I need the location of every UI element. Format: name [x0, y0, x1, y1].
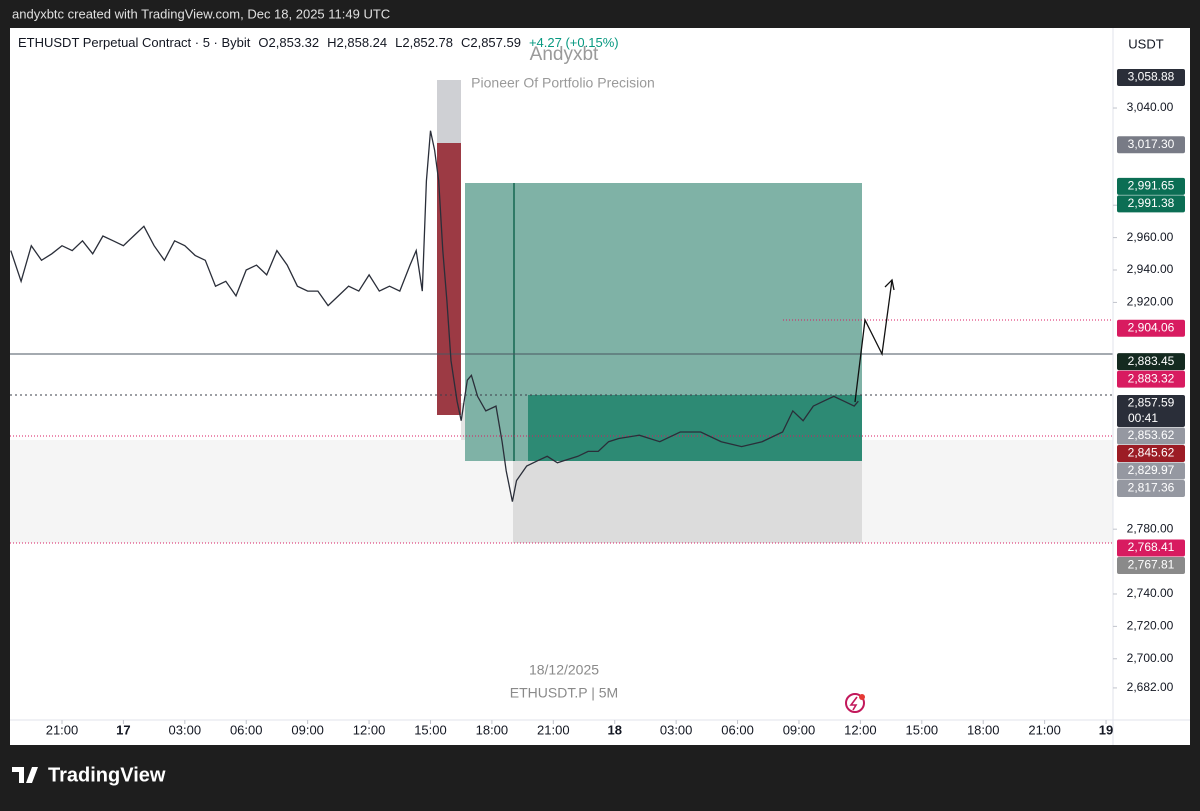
price-badge	[1117, 427, 1185, 445]
short-stop	[437, 143, 461, 415]
countdown: 00:41	[1128, 411, 1158, 425]
y-tick-label: 2,920.00	[1127, 295, 1174, 309]
price-badge-label: 2,853.62	[1128, 428, 1175, 442]
price-badge	[1117, 394, 1185, 427]
price-badge-label: 2,857.59	[1128, 396, 1175, 410]
x-tick-label: 21:00	[537, 722, 570, 737]
price-badge-label: 2,991.65	[1128, 179, 1175, 193]
price-badge-label: 2,845.62	[1128, 446, 1175, 460]
y-tick-label: 2,682.00	[1127, 680, 1174, 694]
y-tick-label: 3,040.00	[1127, 100, 1174, 114]
price-badge-label: 3,017.30	[1128, 137, 1175, 151]
y-tick-label: 2,720.00	[1127, 619, 1174, 633]
price-badge-label: 2,904.06	[1128, 320, 1175, 334]
price-badge	[1117, 444, 1185, 462]
y-tick-label: 2,740.00	[1127, 586, 1174, 600]
x-tick-label: 06:00	[721, 722, 754, 737]
price-badge-label: 2,883.45	[1128, 354, 1175, 368]
price-badge	[1117, 68, 1185, 86]
y-tick-label: 2,940.00	[1127, 262, 1174, 276]
arrow-head	[884, 278, 895, 291]
x-tick-label: 03:00	[169, 722, 202, 737]
alert-icon[interactable]	[845, 693, 865, 713]
x-tick-label: 21:00	[46, 722, 79, 737]
y-tick-label: 2,700.00	[1127, 651, 1174, 665]
currency: USDT	[1128, 36, 1163, 51]
legend-symbol: ETHUSDT Perpetual Contract · 5 · Bybit	[18, 35, 251, 50]
logo-mark	[12, 767, 38, 783]
x-tick-label: 09:00	[783, 722, 816, 737]
price-badge-label: 2,991.38	[1128, 196, 1175, 210]
x-tick-label: 03:00	[660, 722, 693, 737]
legend: ETHUSDT Perpetual Contract · 5 · Bybit O2…	[18, 35, 619, 50]
x-tick-label: 18	[607, 722, 621, 737]
alert-bolt	[849, 696, 858, 711]
price-badge	[1117, 539, 1185, 557]
price-badge	[1117, 136, 1185, 154]
price-badge	[1117, 353, 1185, 371]
header: andyxbtc created with TradingView.com, D…	[12, 6, 390, 21]
x-tick-label: 06:00	[230, 722, 263, 737]
price-badge	[1117, 462, 1185, 480]
price-badge-label: 3,058.88	[1128, 70, 1175, 84]
watermark: Andyxbt	[530, 44, 599, 65]
annotation: 18/12/2025	[529, 662, 599, 678]
x-tick-label: 18:00	[967, 722, 1000, 737]
legend-ohlc: +4.27 (+0.15%)	[529, 35, 619, 50]
y-tick-label: 2,780.00	[1127, 521, 1174, 535]
price-badge	[1117, 556, 1185, 574]
x-tick-label: 19	[1099, 722, 1113, 737]
alert-dot	[859, 694, 865, 700]
annotation: ETHUSDT.P | 5M	[510, 685, 618, 701]
x-tick-label: 15:00	[414, 722, 447, 737]
x-tick-label: 12:00	[844, 722, 877, 737]
short-target	[437, 80, 461, 143]
x-tick-label: 18:00	[476, 722, 509, 737]
price-badge	[1117, 195, 1185, 213]
logo: TradingView	[12, 764, 166, 786]
legend-ohlc: L2,852.78	[395, 35, 453, 50]
price-badge-label: 2,817.36	[1128, 481, 1175, 495]
legend-ohlc: H2,858.24	[327, 35, 387, 50]
price-badge	[1117, 319, 1185, 337]
legend-ohlc: C2,857.59	[461, 35, 521, 50]
watermark-sub: Pioneer Of Portfolio Precision	[471, 75, 655, 91]
price-badge-label: 2,883.32	[1128, 371, 1175, 385]
price-badge	[1117, 479, 1185, 497]
price-badge-label: 2,768.41	[1128, 540, 1175, 554]
price-badge-label: 2,767.81	[1128, 558, 1175, 572]
footer-brand: TradingView	[48, 764, 166, 786]
price-line	[10, 130, 859, 502]
y-tick-label: 2,960.00	[1127, 230, 1174, 244]
price-badge	[1117, 370, 1185, 388]
x-tick-label: 17	[116, 722, 130, 737]
price-badge-label: 2,829.97	[1128, 463, 1175, 477]
legend-ohlc: O2,853.32	[258, 35, 319, 50]
x-tick-label: 21:00	[1028, 722, 1061, 737]
x-tick-label: 09:00	[291, 722, 324, 737]
price-badge	[1117, 177, 1185, 195]
x-tick-label: 15:00	[906, 722, 939, 737]
x-tick-label: 12:00	[353, 722, 386, 737]
projection-arrow	[854, 279, 893, 403]
long-inner	[528, 395, 862, 461]
